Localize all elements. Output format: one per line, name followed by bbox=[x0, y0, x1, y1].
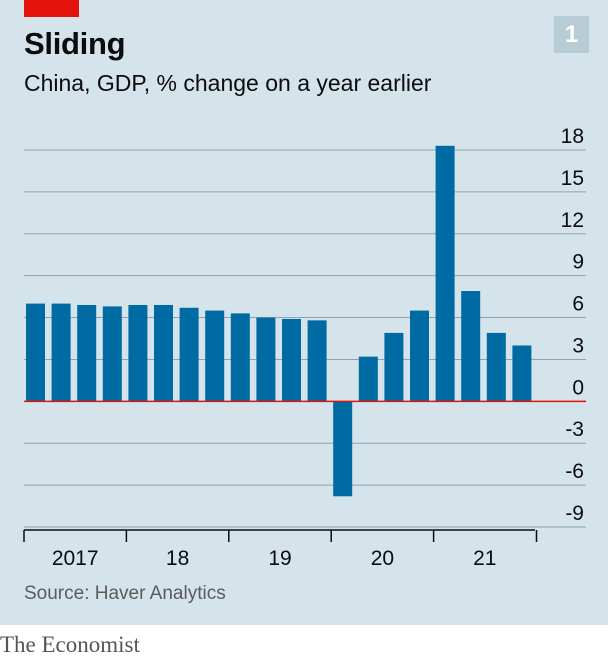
y-tick-label: -6 bbox=[565, 460, 584, 483]
bar bbox=[102, 306, 122, 402]
bar bbox=[333, 401, 353, 497]
bar bbox=[128, 304, 148, 402]
bar bbox=[410, 310, 429, 402]
x-tick-label: 19 bbox=[268, 547, 291, 570]
bar bbox=[461, 291, 481, 402]
brand-red-tag bbox=[24, 0, 79, 17]
bar-chart: 18 15 12 9 6 3 0 -3 -6 -9 2017 18 19 20 21 bbox=[23, 125, 586, 570]
chart-number-badge: 1 bbox=[554, 16, 589, 53]
x-tick-label: 2017 bbox=[52, 547, 99, 570]
y-tick-label: 0 bbox=[572, 376, 584, 399]
chart-title: Sliding bbox=[24, 26, 126, 61]
bar bbox=[230, 313, 250, 402]
y-tick-label: 15 bbox=[561, 167, 584, 190]
bar bbox=[384, 332, 404, 402]
y-tick-label: -9 bbox=[565, 502, 584, 525]
bar bbox=[256, 317, 276, 402]
x-tick-label: 20 bbox=[371, 547, 394, 570]
bar bbox=[486, 332, 506, 402]
bar bbox=[51, 303, 71, 402]
bar bbox=[307, 320, 327, 402]
bar bbox=[512, 345, 532, 402]
chart-panel bbox=[0, 0, 608, 625]
x-tick-label: 21 bbox=[473, 547, 496, 570]
y-tick-label: 12 bbox=[561, 209, 584, 232]
chart-subtitle: China, GDP, % change on a year earlier bbox=[24, 70, 432, 96]
bar bbox=[77, 304, 97, 402]
y-tick-label: 9 bbox=[572, 251, 584, 274]
x-tick-label: 18 bbox=[166, 547, 189, 570]
bar bbox=[435, 145, 455, 402]
y-tick-label: 3 bbox=[572, 334, 584, 357]
publisher-logo: The Economist bbox=[0, 632, 140, 657]
source-note: Source: Haver Analytics bbox=[24, 583, 226, 604]
bar bbox=[282, 318, 301, 402]
y-tick-label: 6 bbox=[572, 293, 584, 316]
bar bbox=[205, 310, 225, 402]
y-tick-label: -3 bbox=[565, 418, 584, 441]
bar bbox=[358, 356, 378, 402]
y-tick-label: 18 bbox=[561, 125, 584, 148]
bar bbox=[26, 303, 45, 402]
bar bbox=[179, 307, 199, 402]
bar bbox=[154, 304, 173, 402]
